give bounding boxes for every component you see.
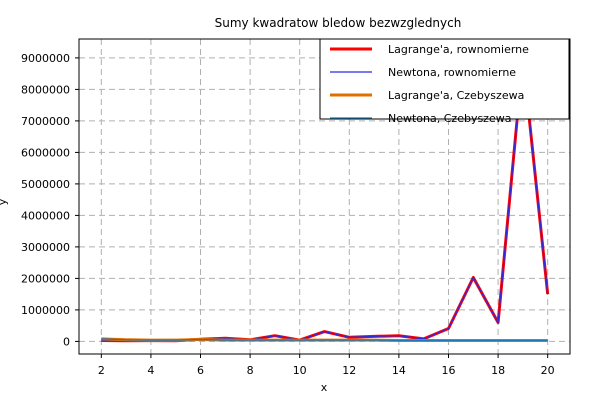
x-tick-label: 4: [147, 364, 154, 377]
x-tick-label: 20: [541, 364, 555, 377]
x-tick-label: 6: [197, 364, 204, 377]
y-tick-label: 4000000: [21, 209, 70, 222]
legend: Lagrange'a, rownomierne Newtona, rownomie…: [319, 38, 570, 125]
legend-entry: Lagrange'a, rownomierne: [388, 43, 529, 56]
y-tick-label: 1000000: [21, 304, 70, 317]
y-tick-label: 0: [63, 335, 70, 348]
legend-box: [319, 38, 570, 120]
chart-title: Sumy kwadratow bledow bezwzglednych: [215, 16, 462, 30]
y-tick-label: 7000000: [21, 115, 70, 128]
y-tick-label: 8000000: [21, 83, 70, 96]
x-tick-label: 14: [392, 364, 406, 377]
x-tick-label: 2: [98, 364, 105, 377]
x-tick-label: 16: [441, 364, 455, 377]
series-layer: [101, 56, 550, 343]
y-tick-label: 3000000: [21, 241, 70, 254]
legend-entry: Lagrange'a, Czebyszewa: [388, 89, 524, 102]
ticks: 2 4 6 8 10 12 14 16 18 20 0 1000000 2000000 3000000 40…: [21, 52, 555, 377]
y-tick-label: 5000000: [21, 178, 70, 191]
y-tick-label: 6000000: [21, 146, 70, 159]
x-tick-label: 12: [342, 364, 356, 377]
legend-entry: Newtona, Czebyszewa: [388, 112, 511, 125]
y-axis-label: y: [0, 198, 9, 205]
x-tick-label: 10: [293, 364, 307, 377]
series-line-3: [101, 338, 548, 342]
x-tick-label: 18: [491, 364, 505, 377]
y-tick-label: 9000000: [21, 52, 70, 65]
legend-entry: Newtona, rownomierne: [388, 66, 516, 79]
y-tick-label: 2000000: [21, 272, 70, 285]
x-tick-label: 8: [247, 364, 254, 377]
x-axis-label: x: [321, 381, 328, 394]
